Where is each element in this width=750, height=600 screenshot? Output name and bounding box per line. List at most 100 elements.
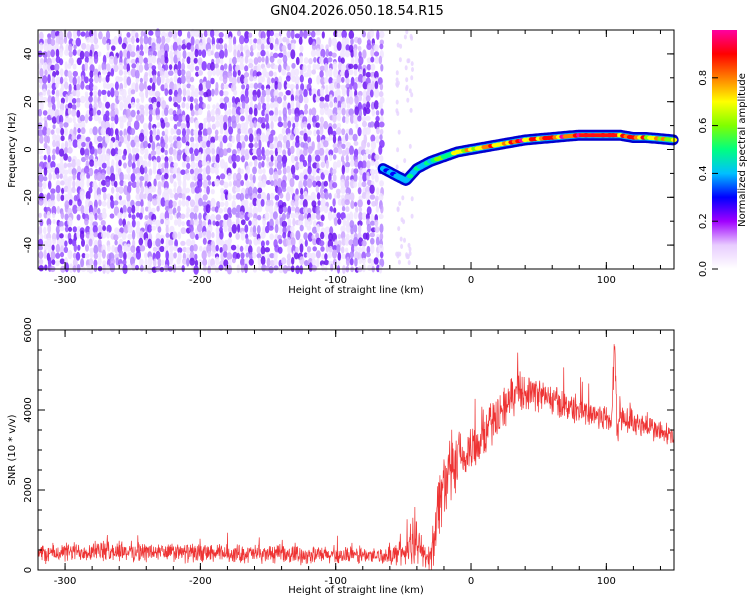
noise-speckle bbox=[199, 245, 203, 252]
noise-speckle bbox=[151, 207, 156, 213]
y-tick-label: 20 bbox=[23, 95, 34, 108]
noise-speckle bbox=[190, 56, 196, 66]
noise-speckle bbox=[378, 55, 383, 65]
noise-speckle bbox=[159, 48, 165, 57]
noise-speckle bbox=[268, 167, 274, 176]
noise-speckle bbox=[157, 162, 162, 170]
noise-speckle bbox=[409, 107, 413, 113]
noise-speckle bbox=[243, 36, 249, 44]
noise-speckle bbox=[193, 57, 198, 64]
noise-speckle bbox=[315, 114, 320, 122]
snr-x-label: Height of straight line (km) bbox=[288, 585, 424, 596]
noise-speckle bbox=[286, 165, 291, 174]
noise-speckle bbox=[226, 264, 232, 275]
noise-speckle bbox=[269, 192, 275, 200]
noise-speckle bbox=[341, 206, 346, 212]
noise-speckle bbox=[256, 225, 261, 234]
noise-speckle bbox=[272, 211, 278, 220]
noise-speckle bbox=[60, 194, 65, 202]
noise-speckle bbox=[307, 165, 312, 175]
noise-speckle bbox=[131, 181, 137, 188]
noise-speckle bbox=[327, 252, 332, 259]
noise-speckle bbox=[56, 205, 61, 214]
noise-speckle bbox=[244, 244, 249, 252]
noise-speckle bbox=[278, 116, 282, 123]
noise-speckle bbox=[81, 141, 86, 148]
noise-speckle bbox=[97, 89, 102, 97]
noise-speckle bbox=[148, 68, 152, 77]
noise-speckle bbox=[333, 207, 337, 214]
noise-speckle bbox=[320, 214, 325, 222]
noise-speckle bbox=[365, 232, 370, 241]
noise-speckle bbox=[222, 135, 228, 144]
noise-speckle bbox=[237, 167, 242, 175]
noise-speckle bbox=[227, 43, 233, 53]
noise-speckle bbox=[108, 55, 115, 65]
noise-speckle bbox=[201, 141, 207, 149]
noise-speckle bbox=[101, 179, 107, 186]
noise-speckle bbox=[101, 69, 108, 75]
noise-speckle bbox=[177, 205, 181, 213]
noise-speckle bbox=[233, 36, 237, 46]
noise-speckle bbox=[46, 135, 51, 144]
noise-speckle bbox=[163, 71, 170, 79]
noise-speckle bbox=[300, 83, 305, 91]
noise-speckle bbox=[81, 238, 85, 247]
noise-speckle bbox=[273, 64, 279, 70]
noise-speckle bbox=[135, 226, 141, 235]
noise-speckle bbox=[210, 61, 215, 71]
noise-speckle bbox=[336, 193, 341, 199]
noise-speckle bbox=[233, 180, 237, 187]
noise-speckle bbox=[176, 152, 182, 162]
noise-speckle bbox=[315, 175, 321, 182]
noise-speckle bbox=[281, 187, 287, 193]
noise-speckle bbox=[147, 143, 151, 149]
noise-speckle bbox=[72, 226, 78, 233]
noise-speckle bbox=[111, 186, 115, 194]
noise-speckle bbox=[122, 49, 128, 58]
noise-speckle bbox=[235, 114, 240, 124]
noise-speckle bbox=[94, 213, 98, 221]
noise-speckle bbox=[286, 253, 291, 261]
noise-speckle bbox=[140, 147, 145, 155]
noise-speckle bbox=[228, 57, 233, 65]
noise-speckle bbox=[106, 193, 112, 200]
noise-speckle bbox=[214, 134, 219, 141]
noise-speckle bbox=[333, 147, 339, 154]
noise-speckle bbox=[160, 139, 166, 149]
noise-speckle bbox=[227, 192, 232, 201]
noise-speckle bbox=[50, 161, 56, 169]
noise-speckle bbox=[345, 223, 351, 234]
noise-speckle bbox=[348, 63, 354, 69]
noise-speckle bbox=[161, 100, 167, 110]
noise-speckle bbox=[325, 148, 330, 156]
noise-speckle bbox=[156, 35, 162, 45]
noise-speckle bbox=[258, 161, 262, 169]
noise-speckle bbox=[302, 64, 307, 73]
noise-speckle bbox=[127, 184, 132, 194]
noise-speckle bbox=[68, 226, 73, 232]
noise-speckle bbox=[321, 253, 326, 260]
noise-speckle bbox=[63, 81, 69, 90]
noise-speckle bbox=[58, 109, 64, 116]
noise-speckle bbox=[64, 213, 69, 221]
noise-speckle bbox=[118, 69, 123, 76]
noise-speckle bbox=[128, 153, 133, 162]
noise-speckle bbox=[334, 239, 338, 247]
noise-speckle bbox=[294, 175, 300, 181]
noise-speckle bbox=[319, 56, 325, 65]
noise-speckle bbox=[371, 80, 375, 90]
noise-speckle bbox=[370, 56, 375, 63]
noise-speckle bbox=[231, 200, 236, 210]
noise-speckle bbox=[374, 154, 380, 161]
noise-speckle bbox=[206, 230, 212, 240]
noise-speckle bbox=[76, 97, 81, 104]
noise-speckle bbox=[177, 113, 184, 123]
noise-speckle bbox=[75, 159, 81, 168]
noise-speckle bbox=[54, 63, 60, 72]
noise-speckle bbox=[135, 185, 140, 195]
noise-speckle bbox=[374, 160, 380, 168]
noise-speckle bbox=[106, 159, 110, 169]
noise-speckle bbox=[306, 178, 313, 188]
